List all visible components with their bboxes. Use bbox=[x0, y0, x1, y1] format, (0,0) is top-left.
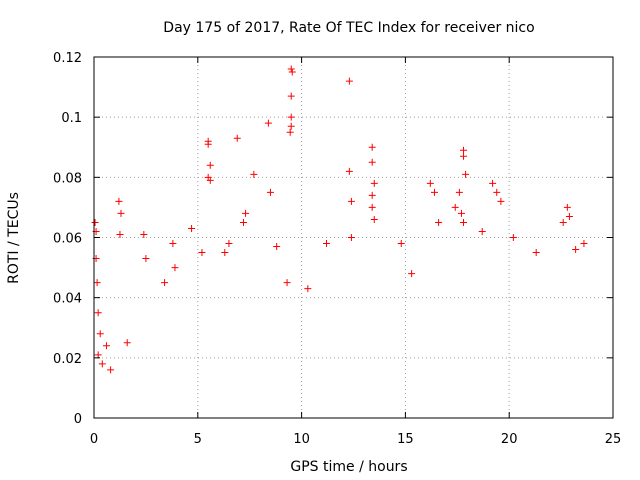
data-point bbox=[206, 176, 214, 184]
data-point bbox=[565, 212, 573, 220]
data-point bbox=[115, 197, 123, 205]
data-point bbox=[572, 246, 580, 254]
data-point bbox=[117, 209, 125, 217]
data-point bbox=[250, 170, 258, 178]
data-point bbox=[304, 285, 312, 293]
x-tick-label: 25 bbox=[605, 432, 622, 447]
data-point bbox=[368, 143, 376, 151]
data-point bbox=[478, 227, 486, 235]
data-point bbox=[188, 224, 196, 232]
data-point bbox=[123, 339, 131, 347]
data-point bbox=[451, 203, 459, 211]
data-point bbox=[273, 243, 281, 251]
data-point bbox=[368, 203, 376, 211]
data-point bbox=[493, 188, 501, 196]
y-tick-label: 0.02 bbox=[53, 352, 82, 367]
data-point bbox=[457, 209, 465, 217]
axis-ticks: 0 0.02 0.04 0.06 0.08 0.1 0.12 0 5 10 15 20 25 bbox=[53, 51, 621, 447]
data-point bbox=[460, 146, 468, 154]
data-point bbox=[107, 366, 115, 374]
data-point bbox=[96, 330, 104, 338]
y-axis-label: ROTI / TECUs bbox=[6, 192, 22, 284]
data-point bbox=[91, 218, 99, 226]
data-point bbox=[559, 218, 567, 226]
x-tick-label: 5 bbox=[194, 432, 202, 447]
data-point bbox=[368, 191, 376, 199]
data-point bbox=[264, 119, 272, 127]
data-point bbox=[93, 279, 101, 287]
data-point bbox=[408, 270, 416, 278]
data-point bbox=[198, 249, 206, 257]
data-point bbox=[563, 203, 571, 211]
data-point bbox=[221, 249, 229, 257]
data-point bbox=[347, 197, 355, 205]
data-point bbox=[460, 152, 468, 160]
data-points bbox=[91, 65, 588, 374]
data-point bbox=[242, 209, 250, 217]
data-point bbox=[347, 234, 355, 241]
chart-title: Day 175 of 2017, Rate Of TEC Index for r… bbox=[163, 20, 534, 36]
data-point bbox=[288, 68, 296, 76]
data-point bbox=[580, 240, 588, 248]
data-point bbox=[497, 197, 505, 205]
data-point bbox=[489, 179, 497, 187]
data-point bbox=[225, 240, 233, 248]
y-tick-label: 0.04 bbox=[53, 292, 82, 307]
data-point bbox=[98, 360, 106, 368]
data-point bbox=[239, 218, 247, 226]
data-point bbox=[426, 179, 434, 187]
data-point bbox=[287, 92, 295, 100]
data-point bbox=[345, 77, 353, 85]
y-tick-label: 0.12 bbox=[53, 51, 82, 66]
data-point bbox=[323, 240, 331, 248]
data-point bbox=[430, 188, 438, 196]
grid-lines bbox=[94, 57, 613, 418]
data-point bbox=[233, 134, 241, 142]
data-point bbox=[169, 240, 177, 248]
x-tick-label: 0 bbox=[90, 432, 98, 447]
data-point bbox=[161, 279, 169, 287]
data-point bbox=[287, 113, 295, 121]
data-point bbox=[509, 234, 517, 241]
data-point bbox=[266, 188, 274, 196]
x-tick-label: 20 bbox=[501, 432, 518, 447]
y-tick-label: 0.1 bbox=[61, 111, 82, 126]
data-point bbox=[142, 255, 150, 263]
data-point bbox=[435, 218, 443, 226]
x-tick-label: 10 bbox=[293, 432, 310, 447]
data-point bbox=[206, 161, 214, 169]
data-point bbox=[94, 351, 102, 359]
x-axis-label: GPS time / hours bbox=[290, 459, 407, 475]
data-point bbox=[116, 230, 124, 238]
data-point bbox=[460, 218, 468, 226]
y-tick-label: 0 bbox=[74, 412, 82, 427]
data-point bbox=[370, 179, 378, 187]
data-point bbox=[283, 279, 291, 287]
data-point bbox=[397, 240, 405, 248]
data-point bbox=[102, 342, 110, 350]
data-point bbox=[287, 65, 295, 73]
data-point bbox=[204, 140, 212, 148]
data-point bbox=[287, 122, 295, 130]
data-point bbox=[462, 170, 470, 178]
data-point bbox=[368, 158, 376, 166]
data-point bbox=[455, 188, 463, 196]
data-point bbox=[532, 249, 540, 257]
data-point bbox=[345, 167, 353, 175]
data-point bbox=[286, 128, 294, 136]
x-tick-label: 15 bbox=[397, 432, 414, 447]
data-point bbox=[370, 215, 378, 223]
y-tick-label: 0.06 bbox=[53, 232, 82, 247]
y-tick-label: 0.08 bbox=[53, 171, 82, 186]
data-point bbox=[94, 309, 102, 317]
data-point bbox=[140, 230, 148, 238]
data-point bbox=[171, 264, 179, 272]
